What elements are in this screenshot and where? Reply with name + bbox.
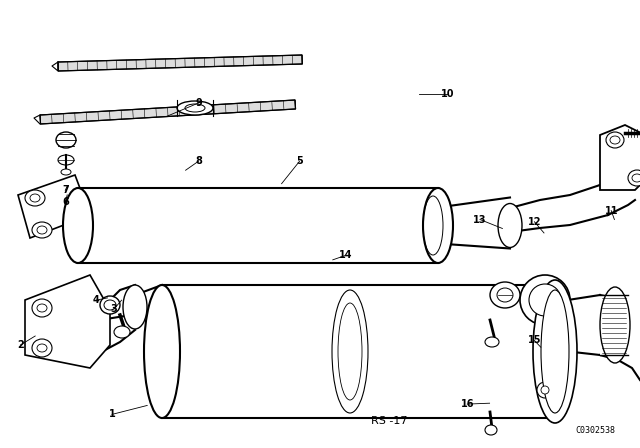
Ellipse shape — [632, 174, 640, 182]
Ellipse shape — [30, 194, 40, 202]
Ellipse shape — [37, 304, 47, 312]
Polygon shape — [18, 175, 90, 238]
Ellipse shape — [37, 226, 47, 234]
Ellipse shape — [485, 337, 499, 347]
Polygon shape — [162, 285, 555, 418]
Text: 15: 15 — [527, 336, 541, 345]
Text: 1: 1 — [109, 409, 115, 419]
Text: 13: 13 — [473, 215, 487, 224]
Polygon shape — [40, 100, 296, 124]
Polygon shape — [600, 295, 628, 355]
Text: 3: 3 — [111, 304, 117, 314]
Ellipse shape — [177, 101, 213, 115]
Ellipse shape — [610, 136, 620, 144]
Ellipse shape — [520, 275, 570, 325]
Ellipse shape — [537, 285, 573, 418]
Text: C0302538: C0302538 — [575, 426, 615, 435]
Ellipse shape — [114, 326, 130, 338]
Polygon shape — [58, 55, 302, 71]
Ellipse shape — [25, 190, 45, 206]
Ellipse shape — [498, 203, 522, 247]
Ellipse shape — [628, 170, 640, 186]
Ellipse shape — [63, 188, 93, 263]
Text: 14: 14 — [339, 250, 353, 260]
Text: 8: 8 — [195, 156, 202, 166]
Ellipse shape — [485, 425, 497, 435]
Ellipse shape — [104, 300, 116, 310]
Text: 5: 5 — [296, 156, 303, 166]
Ellipse shape — [541, 290, 569, 413]
Ellipse shape — [606, 132, 624, 148]
Ellipse shape — [32, 339, 52, 357]
Ellipse shape — [61, 169, 71, 175]
Ellipse shape — [56, 132, 76, 148]
Ellipse shape — [533, 280, 577, 423]
Ellipse shape — [58, 155, 74, 165]
Text: 6: 6 — [62, 198, 68, 207]
Text: 11: 11 — [604, 206, 618, 215]
Ellipse shape — [541, 386, 549, 394]
Polygon shape — [78, 188, 438, 263]
Ellipse shape — [529, 284, 561, 316]
Ellipse shape — [100, 296, 120, 314]
Text: 4: 4 — [93, 295, 99, 305]
Ellipse shape — [185, 104, 205, 112]
Ellipse shape — [497, 288, 513, 302]
Ellipse shape — [32, 299, 52, 317]
Ellipse shape — [37, 344, 47, 352]
Text: RS -17: RS -17 — [371, 416, 408, 426]
Ellipse shape — [423, 188, 453, 263]
Ellipse shape — [32, 222, 52, 238]
Ellipse shape — [490, 282, 520, 308]
Text: 7: 7 — [62, 185, 68, 195]
Polygon shape — [25, 275, 110, 368]
Ellipse shape — [600, 287, 630, 363]
Ellipse shape — [537, 382, 553, 398]
Text: 10: 10 — [441, 89, 455, 99]
Polygon shape — [600, 125, 640, 190]
Text: 12: 12 — [527, 217, 541, 227]
Text: 2: 2 — [17, 340, 24, 350]
Text: 9: 9 — [195, 98, 202, 108]
Text: 16: 16 — [460, 399, 474, 409]
Ellipse shape — [123, 285, 147, 329]
Ellipse shape — [144, 285, 180, 418]
